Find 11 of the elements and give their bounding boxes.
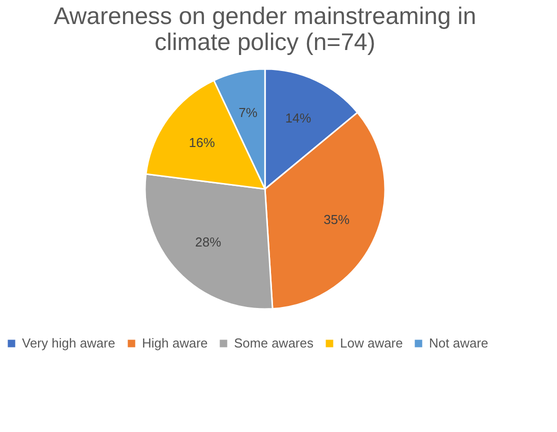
data-label: 14% bbox=[285, 110, 312, 126]
legend-label: Not aware bbox=[429, 336, 488, 351]
data-label: 16% bbox=[188, 135, 216, 150]
data-label: 28% bbox=[195, 234, 222, 250]
legend-label: Some awares bbox=[234, 336, 314, 351]
chart-title: Awareness on gender mainstreaming in climate policy (n=74) bbox=[54, 3, 476, 56]
legend-label: High aware bbox=[142, 336, 208, 351]
data-label: 7% bbox=[238, 104, 258, 120]
legend-label: Low aware bbox=[340, 336, 403, 351]
data-label: 35% bbox=[324, 212, 350, 227]
legend-label: Very high aware bbox=[22, 336, 116, 351]
